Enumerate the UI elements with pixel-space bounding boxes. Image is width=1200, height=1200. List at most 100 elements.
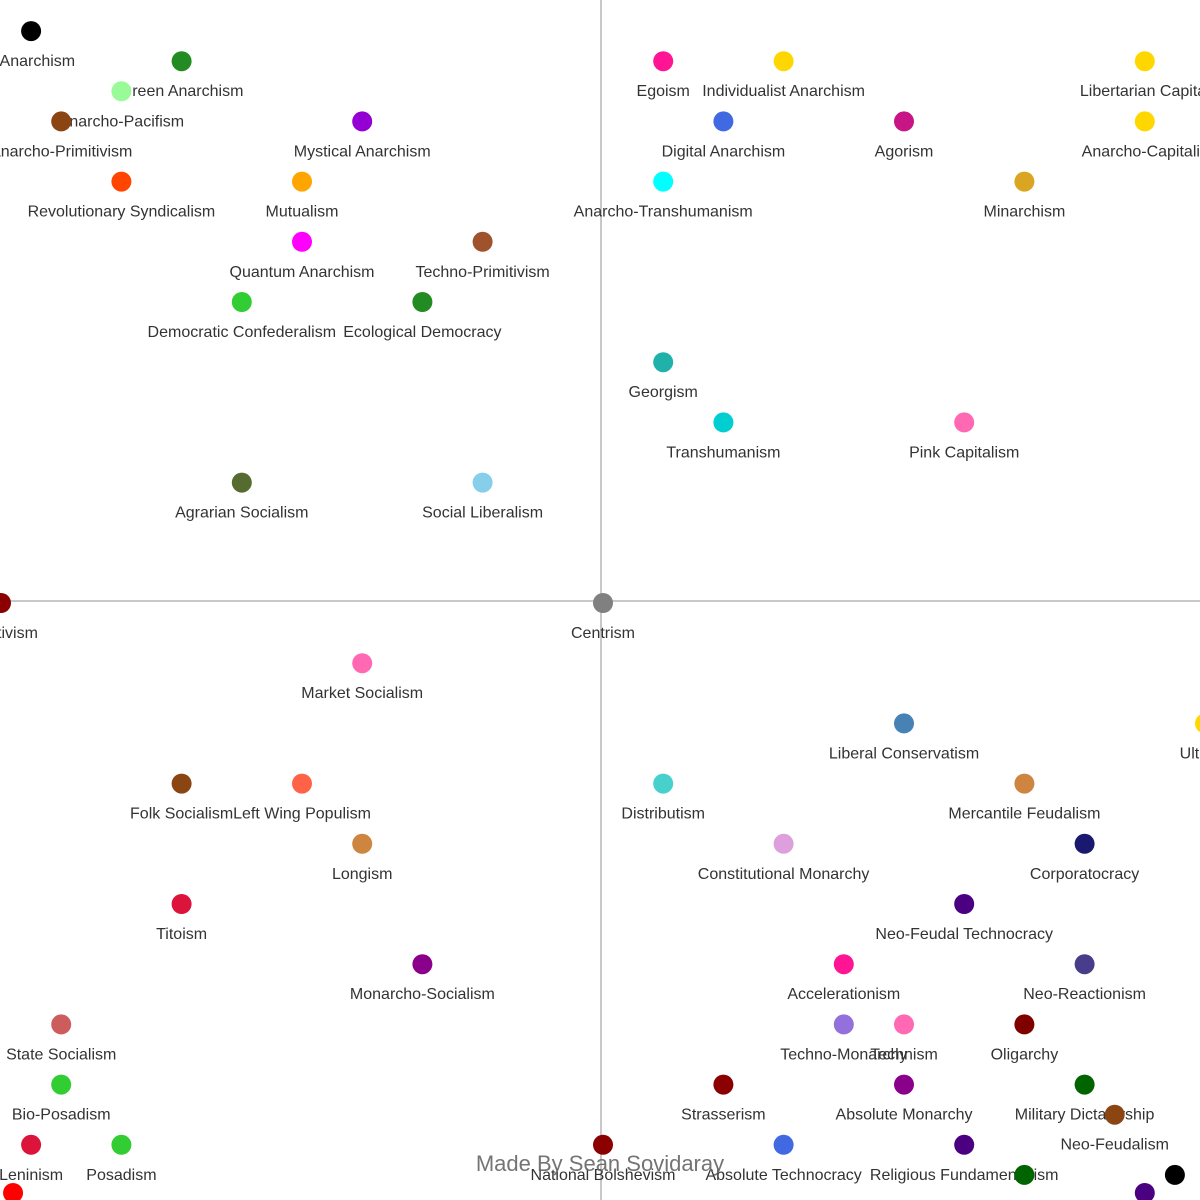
point-label: Anarcho-Pacifism	[59, 113, 184, 130]
point-marker	[472, 472, 493, 493]
data-point: ollectivism	[0, 593, 38, 642]
point-marker	[1074, 954, 1095, 975]
point-marker	[1014, 1164, 1035, 1185]
data-point: Ultra-C	[1180, 714, 1200, 762]
data-point	[1014, 1164, 1035, 1185]
data-point	[3, 1182, 24, 1200]
point-marker	[713, 1074, 734, 1095]
point-marker	[1014, 773, 1035, 794]
data-point: Longism	[332, 833, 392, 883]
data-point: Leninism	[0, 1134, 63, 1184]
point-marker	[292, 171, 312, 192]
point-label: Longism	[332, 866, 392, 883]
point-marker	[1134, 51, 1155, 72]
data-point: State Socialism	[6, 1014, 116, 1063]
point-marker	[0, 593, 11, 613]
point-label: Transhumanism	[666, 444, 780, 461]
data-point: Posadism	[86, 1134, 157, 1184]
data-point: Minarchism	[984, 171, 1065, 221]
point-marker	[352, 111, 373, 132]
point-label: Pink Capitalism	[909, 444, 1019, 461]
point-marker	[1014, 1014, 1035, 1035]
point-marker	[713, 412, 734, 433]
data-point: National Bolshevism	[531, 1134, 675, 1184]
data-point: Digital Anarchism	[662, 111, 785, 160]
point-label: Posadism	[86, 1167, 156, 1184]
point-marker	[292, 231, 312, 252]
data-point: Absolute Monarchy	[836, 1074, 973, 1124]
data-point: Individualist Anarchism	[702, 51, 865, 100]
point-label: Leninism	[0, 1167, 63, 1184]
point-marker	[894, 1074, 914, 1095]
point-marker	[472, 231, 493, 252]
point-label: Mutualism	[266, 204, 339, 221]
point-marker	[1014, 171, 1035, 192]
data-point: Folk Socialism	[130, 773, 233, 823]
data-point: Libertarian Capital	[1080, 51, 1200, 100]
point-marker	[593, 593, 613, 613]
point-label: Techno-Primitivism	[415, 264, 549, 281]
point-label: Mercantile Feudalism	[948, 806, 1100, 823]
point-label: Revolutionary Syndicalism	[28, 204, 216, 221]
data-point: Neo-Reactionism	[1023, 954, 1146, 1003]
point-marker	[171, 894, 192, 914]
data-point: Agrarian Socialism	[175, 472, 308, 522]
point-marker	[773, 1134, 794, 1155]
data-point: e Anarchism	[0, 21, 75, 70]
point-label: Neo-Feudal Technocracy	[875, 926, 1053, 943]
data-point	[1164, 1164, 1185, 1185]
data-point: Market Socialism	[301, 653, 423, 702]
point-label: Liberal Conservatism	[829, 745, 979, 762]
data-point: Titoism	[156, 894, 207, 943]
point-label: Ultra-C	[1180, 745, 1200, 762]
data-point: Mystical Anarchism	[294, 111, 431, 160]
point-label: Anarcho-Capitalis	[1082, 143, 1200, 160]
point-label: Absolute Monarchy	[836, 1107, 973, 1124]
point-label: Oligarchy	[991, 1046, 1059, 1063]
point-marker	[111, 171, 132, 192]
point-label: Mystical Anarchism	[294, 143, 431, 160]
point-marker	[954, 412, 975, 433]
data-point: Technism	[870, 1014, 938, 1063]
point-marker	[653, 352, 674, 373]
point-label: Titoism	[156, 926, 207, 943]
point-label: Monarcho-Socialism	[350, 986, 495, 1003]
point-label: Neo-Feudalism	[1060, 1137, 1168, 1154]
point-marker	[1074, 833, 1095, 854]
point-marker	[833, 954, 854, 975]
point-label: Georgism	[629, 384, 698, 401]
point-marker	[954, 1134, 975, 1155]
point-marker	[171, 773, 192, 794]
point-marker	[231, 292, 252, 312]
point-marker	[111, 1134, 132, 1155]
data-point: Social Liberalism	[422, 472, 543, 522]
point-marker	[713, 111, 734, 132]
point-label: Egoism	[637, 83, 690, 100]
data-point: Green Anarchism	[120, 51, 244, 100]
data-point	[1134, 1182, 1155, 1200]
point-marker	[3, 1182, 24, 1200]
data-point: Anarcho-Capitalis	[1082, 111, 1200, 160]
data-point: Agorism	[875, 111, 933, 160]
point-label: Ecological Democracy	[343, 324, 501, 341]
point-marker	[773, 833, 794, 854]
point-label: Green Anarchism	[120, 83, 244, 100]
data-point: Anarcho-Primitivism	[0, 111, 132, 160]
point-label: Constitutional Monarchy	[698, 866, 870, 883]
point-marker	[1195, 714, 1200, 733]
point-marker	[292, 773, 312, 794]
point-marker	[352, 833, 373, 854]
data-point: Techno-Monarchy	[780, 1014, 907, 1063]
point-label: Bio-Posadism	[12, 1107, 111, 1124]
point-label: Libertarian Capital	[1080, 83, 1200, 100]
data-point: Liberal Conservatism	[829, 713, 979, 762]
point-marker	[21, 21, 42, 42]
point-marker	[954, 894, 975, 914]
data-point: Corporatocracy	[1030, 833, 1139, 883]
point-label: Centrism	[571, 625, 635, 642]
point-marker	[171, 51, 192, 72]
point-marker	[412, 954, 433, 975]
data-point: Egoism	[637, 51, 690, 100]
data-point: Transhumanism	[666, 412, 780, 461]
